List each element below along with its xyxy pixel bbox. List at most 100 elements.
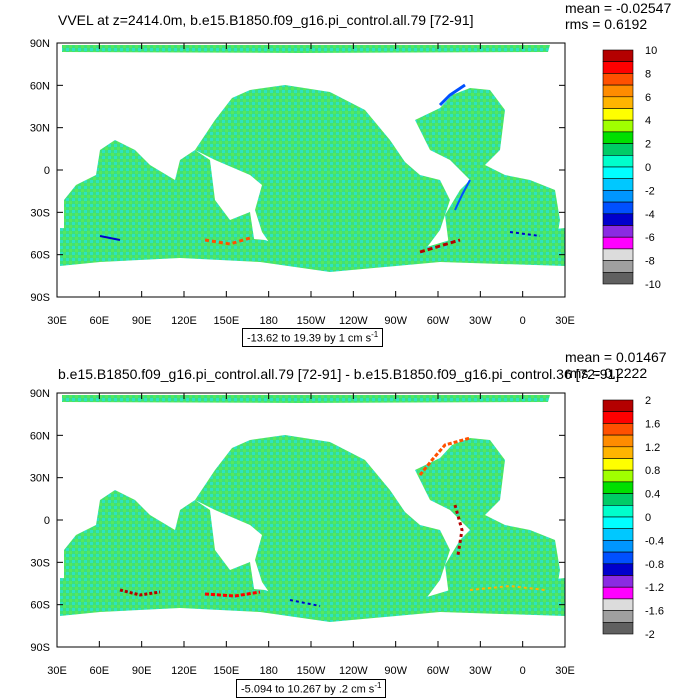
ocean-field: [60, 45, 565, 272]
x-tick-label: 30E: [555, 315, 575, 327]
colorbar-swatch: [602, 434, 634, 448]
colorbar-swatch: [602, 61, 634, 74]
y-tick-label: 90N: [30, 38, 50, 50]
x-tick-label: 30E: [47, 665, 67, 677]
colorbar-swatch: [602, 271, 634, 285]
coastal-anomaly-streak: [119, 588, 161, 597]
colorbar-swatch: [602, 563, 634, 576]
coastal-anomaly-streak: [204, 590, 261, 598]
colorbar-swatch: [602, 119, 634, 133]
colorbar-swatch: [602, 621, 634, 635]
coastal-anomaly-streak: [418, 436, 471, 476]
x-tick-label: 180: [259, 665, 277, 677]
colorbar-swatch: [602, 49, 634, 62]
colorbar-label: 10: [645, 45, 657, 57]
coastal-anomaly-streak: [454, 179, 471, 211]
southern-ocean: [60, 228, 565, 272]
colorbar-swatch: [602, 260, 634, 273]
colorbar-label: -10: [645, 279, 661, 291]
x-tick-label: 30W: [469, 665, 492, 677]
x-tick-label: 120E: [171, 315, 197, 327]
y-tick-label: 90S: [30, 292, 50, 304]
y-tick-label: 0: [44, 515, 50, 527]
x-tick-label: 120E: [171, 665, 197, 677]
y-tick-label: 90N: [30, 388, 50, 400]
x-tick-label: 150W: [297, 315, 326, 327]
x-tick-label: 90E: [132, 665, 152, 677]
colorbar-swatch: [602, 166, 634, 179]
colorbar-swatch: [602, 493, 634, 506]
indian-ocean: [64, 490, 255, 608]
colorbar-swatch: [602, 598, 634, 611]
panel-1-chart: VVEL at z=2414.0m, b.e15.B1850.f09_g16.p…: [30, 0, 672, 327]
colorbar-swatch: [602, 540, 634, 553]
x-tick-label: 60E: [90, 665, 110, 677]
atlantic-ocean: [415, 88, 560, 254]
colorbar-label: 2: [645, 395, 651, 407]
colorbar-swatch: [602, 213, 634, 226]
mean-stat: mean = 0.01467: [565, 350, 667, 365]
x-tick-label: 0: [520, 315, 526, 327]
colorbar-swatch: [602, 610, 634, 623]
colorbar-label: 0.4: [645, 489, 660, 501]
axes: 30E 60E 90E 120E 150E 180 150W 120W 90W 60W 30W 0 30…: [30, 38, 575, 327]
x-tick-label: 150E: [213, 315, 239, 327]
colorbar-swatch: [602, 586, 634, 600]
southern-ocean: [60, 578, 565, 622]
contour-range-label: -13.62 to 19.39 by 1 cm s-1: [242, 328, 384, 347]
x-tick-label: 30E: [555, 665, 575, 677]
colorbar-label: 6: [645, 92, 651, 104]
panel-2-chart: b.e15.B1850.f09_g16.pi_control.all.79 [7…: [30, 350, 667, 677]
colorbar-label: -0.8: [645, 559, 664, 571]
colorbar-swatch: [602, 411, 634, 424]
x-tick-label: 150W: [297, 665, 326, 677]
x-tick-label: 180: [259, 315, 277, 327]
y-tick-label: 60S: [30, 250, 50, 262]
colorbar-swatch: [602, 575, 634, 588]
indian-ocean: [64, 140, 255, 258]
chart-title: VVEL at z=2414.0m, b.e15.B1850.f09_g16.p…: [58, 12, 474, 28]
x-tick-label: 0: [520, 665, 526, 677]
colorbar-swatch: [602, 143, 634, 156]
coastal-anomaly-streak: [419, 238, 461, 254]
colorbar-swatch: [602, 399, 634, 412]
colorbar-swatch: [602, 108, 634, 121]
chart-title: b.e15.B1850.f09_g16.pi_control.all.79 [7…: [58, 366, 619, 382]
coastal-anomaly-streak: [289, 599, 321, 607]
colorbar-swatch: [602, 131, 634, 144]
x-tick-label: 120W: [339, 665, 368, 677]
colorbar-label: 0: [645, 162, 651, 174]
colorbar-swatch: [602, 236, 634, 250]
contour-range-label: -5.094 to 10.267 by .2 cm s-1: [236, 679, 387, 698]
colorbar-label: 0: [645, 512, 651, 524]
colorbar-label: -8: [645, 256, 655, 268]
colorbar-label: -4: [645, 209, 655, 221]
arctic-ocean: [62, 45, 550, 53]
x-tick-label: 90W: [384, 315, 407, 327]
colorbar-swatch: [602, 505, 634, 518]
y-tick-label: 60S: [30, 600, 50, 612]
colorbar-label: -1.6: [645, 606, 664, 618]
colorbar-swatch: [602, 248, 634, 261]
colorbar-swatch: [602, 446, 634, 459]
atlantic-ocean: [415, 438, 560, 604]
y-tick-label: 30S: [30, 557, 50, 569]
coastal-anomaly-streak: [438, 83, 466, 107]
colorbar-swatch: [602, 96, 634, 109]
x-tick-label: 90W: [384, 665, 407, 677]
colorbar-swatch: [602, 190, 634, 203]
colorbar-swatch: [602, 458, 634, 471]
colorbar-swatch: [602, 201, 634, 215]
y-tick-label: 60N: [30, 80, 50, 92]
colorbar-label: -2: [645, 185, 655, 197]
colorbar: 10 8 6 4 2 0 -2 -4 -6 -8 -10: [602, 45, 661, 291]
pacific-ocean: [195, 435, 450, 620]
colorbar-swatch: [602, 84, 634, 98]
y-tick-label: 90S: [30, 642, 50, 654]
colorbar-label: -2: [645, 629, 655, 641]
colorbar-swatch: [602, 225, 634, 238]
pacific-ocean: [195, 85, 450, 270]
x-tick-label: 120W: [339, 315, 368, 327]
x-tick-label: 30W: [469, 315, 492, 327]
colorbar: 2 1.6 1.2 0.8 0.4 0 -0.4 -0.8 -1.2 -1.6 -2: [602, 395, 664, 641]
